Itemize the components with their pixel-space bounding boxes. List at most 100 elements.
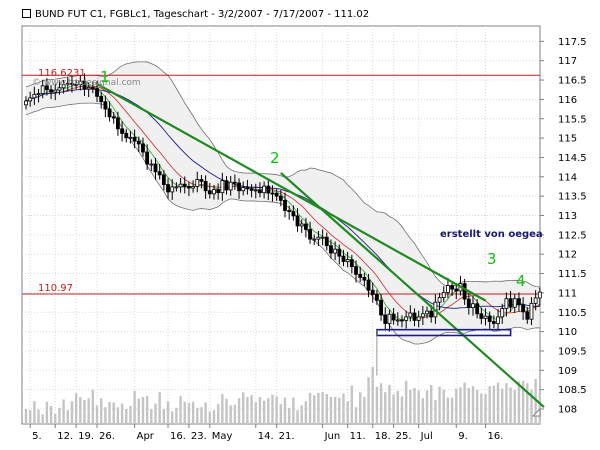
candle-body xyxy=(195,179,200,187)
volume-bar xyxy=(526,383,529,424)
wave-marker-2: 2 xyxy=(270,149,280,167)
candle-body xyxy=(429,310,434,318)
y-tick-label: 113 xyxy=(558,211,577,222)
volume-bar xyxy=(166,401,170,424)
volume-bar xyxy=(434,400,437,424)
watermark: © www.tradesignal.com xyxy=(32,78,141,88)
volume-bar xyxy=(150,409,153,424)
volume-bar xyxy=(250,395,253,424)
volume-bar xyxy=(66,410,69,424)
candle-body xyxy=(483,315,488,319)
volume-bar xyxy=(70,401,74,424)
volume-bar xyxy=(158,392,161,424)
candle-body xyxy=(441,292,446,298)
candle-body xyxy=(316,236,321,240)
candle-body xyxy=(412,312,417,321)
candle-body xyxy=(90,87,95,89)
volume-bar xyxy=(484,394,487,424)
candle-body xyxy=(425,310,429,315)
candle-body xyxy=(529,302,534,320)
candle-body xyxy=(303,223,308,230)
candle-body xyxy=(224,180,229,191)
volume-bar xyxy=(304,401,308,424)
volume-bar xyxy=(49,406,53,424)
candle-body xyxy=(370,289,375,295)
y-tick-label: 110.5 xyxy=(558,308,587,319)
x-tick-label: 26. xyxy=(99,431,115,442)
candle-body xyxy=(508,298,513,308)
volume-bar xyxy=(187,403,191,424)
volume-bar xyxy=(329,397,333,424)
volume-bar xyxy=(162,409,166,424)
candle-body xyxy=(496,316,500,324)
volume-bar xyxy=(171,411,174,424)
candle-body xyxy=(462,283,467,300)
y-tick-label: 108.5 xyxy=(558,385,587,396)
volume-bar xyxy=(91,389,95,424)
candle-body xyxy=(512,298,517,308)
volume-bar xyxy=(133,391,136,424)
volume-bar xyxy=(225,398,228,424)
volume-bar xyxy=(409,389,412,424)
volume-bar xyxy=(317,392,320,424)
volume-bar xyxy=(104,407,107,424)
bollinger-band-fill xyxy=(26,61,540,345)
candle-body xyxy=(65,83,70,86)
y-tick-label: 115 xyxy=(558,134,577,145)
candle-body xyxy=(400,319,404,322)
candle-body xyxy=(53,89,58,93)
x-tick-label: Jun xyxy=(324,431,341,442)
candle-body xyxy=(174,186,179,189)
candle-body xyxy=(450,285,454,290)
candle-body xyxy=(166,184,170,193)
volume-bar xyxy=(384,392,387,424)
volume-bar xyxy=(475,389,479,424)
x-tick-label: 14. xyxy=(258,431,274,442)
candle-body xyxy=(274,193,279,197)
y-tick-label: 113.5 xyxy=(558,192,587,203)
candle-body xyxy=(57,87,62,91)
candle-body xyxy=(199,179,204,182)
y-tick-label: 116 xyxy=(558,95,577,106)
volume-bar xyxy=(530,389,533,424)
volume-bar xyxy=(292,397,295,424)
volume-bar xyxy=(258,397,262,424)
candle-body xyxy=(504,298,509,309)
candle-body xyxy=(500,307,505,318)
y-tick-label: 117 xyxy=(558,56,577,67)
volume-bar xyxy=(246,397,249,424)
volume-bar xyxy=(392,394,395,424)
candle-body xyxy=(178,183,183,188)
volume-bar xyxy=(517,381,521,424)
x-tick-label: 9. xyxy=(458,431,468,442)
volume-bar xyxy=(287,407,291,424)
volume-bar xyxy=(534,379,537,424)
volume-bar xyxy=(212,410,216,424)
candle-body xyxy=(70,83,74,85)
volume-bar xyxy=(62,399,65,424)
candle-body xyxy=(136,140,141,145)
volume-bar xyxy=(488,386,491,424)
candle-body xyxy=(420,313,425,318)
volume-bar xyxy=(300,405,303,424)
candle-body xyxy=(107,108,112,118)
candle-body xyxy=(86,87,91,90)
wave-marker-4: 4 xyxy=(516,272,526,290)
volume-bar xyxy=(208,411,212,424)
candle-body xyxy=(404,316,409,321)
volume-bar xyxy=(87,398,90,424)
y-tick-label: 114 xyxy=(558,172,577,183)
author-credit: erstellt von oegea xyxy=(440,229,543,240)
volume-bar xyxy=(346,401,349,424)
volume-bar xyxy=(455,388,458,424)
level-label-low: 110.97 xyxy=(38,283,73,294)
chart-title-text: BUND FUT C1, FGBLc1, Tageschart - 3/2/20… xyxy=(35,9,370,20)
volume-bar xyxy=(333,397,337,424)
candle-body xyxy=(161,174,166,185)
volume-bar xyxy=(79,397,82,424)
candle-body xyxy=(379,299,383,316)
candle-body xyxy=(44,85,49,91)
candle-body xyxy=(116,117,120,130)
window-menu-icon[interactable] xyxy=(22,9,31,18)
